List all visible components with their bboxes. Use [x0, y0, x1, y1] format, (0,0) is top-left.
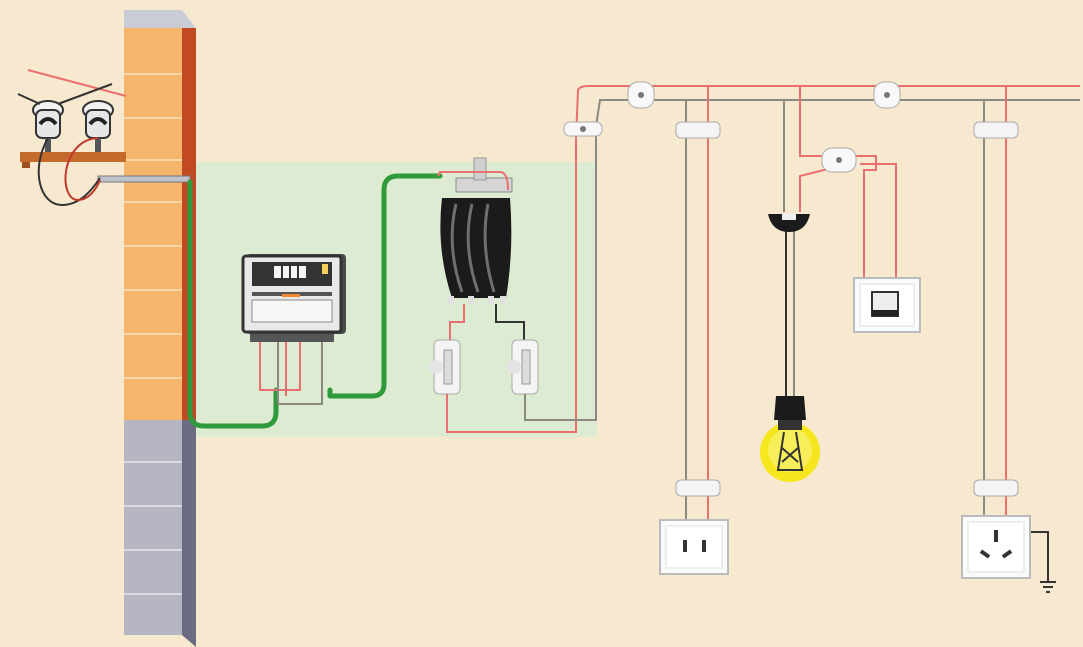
ground-icon [1040, 581, 1056, 593]
feed-wiring [446, 85, 1080, 433]
fuse [429, 339, 461, 395]
three-pin-socket [961, 515, 1031, 579]
light-bulb [760, 396, 820, 482]
service-cable [187, 173, 443, 429]
fuse [507, 339, 539, 395]
insulator-pair [32, 100, 114, 152]
insulator-icon [82, 100, 114, 152]
junction-box [627, 81, 655, 109]
electric-meter [241, 254, 346, 342]
meter-wiring [259, 342, 323, 405]
insulator-icon [32, 100, 64, 152]
socket-branch-2 [983, 86, 1049, 582]
insulator-bracket [20, 152, 191, 183]
wall-switch [853, 277, 921, 333]
two-pin-socket [659, 519, 729, 575]
lamp-branch [783, 86, 897, 398]
junction-box [563, 121, 603, 137]
ceiling-rose [768, 214, 810, 232]
junction-box [873, 81, 901, 109]
breaker-wiring [437, 171, 525, 340]
junction-box [821, 147, 857, 173]
wire-connector [973, 121, 1019, 497]
service-drop-wires [17, 69, 127, 207]
house-wall [124, 10, 196, 647]
wire-connector [675, 121, 721, 497]
main-breaker [440, 157, 513, 304]
socket-branch-1 [685, 86, 709, 520]
